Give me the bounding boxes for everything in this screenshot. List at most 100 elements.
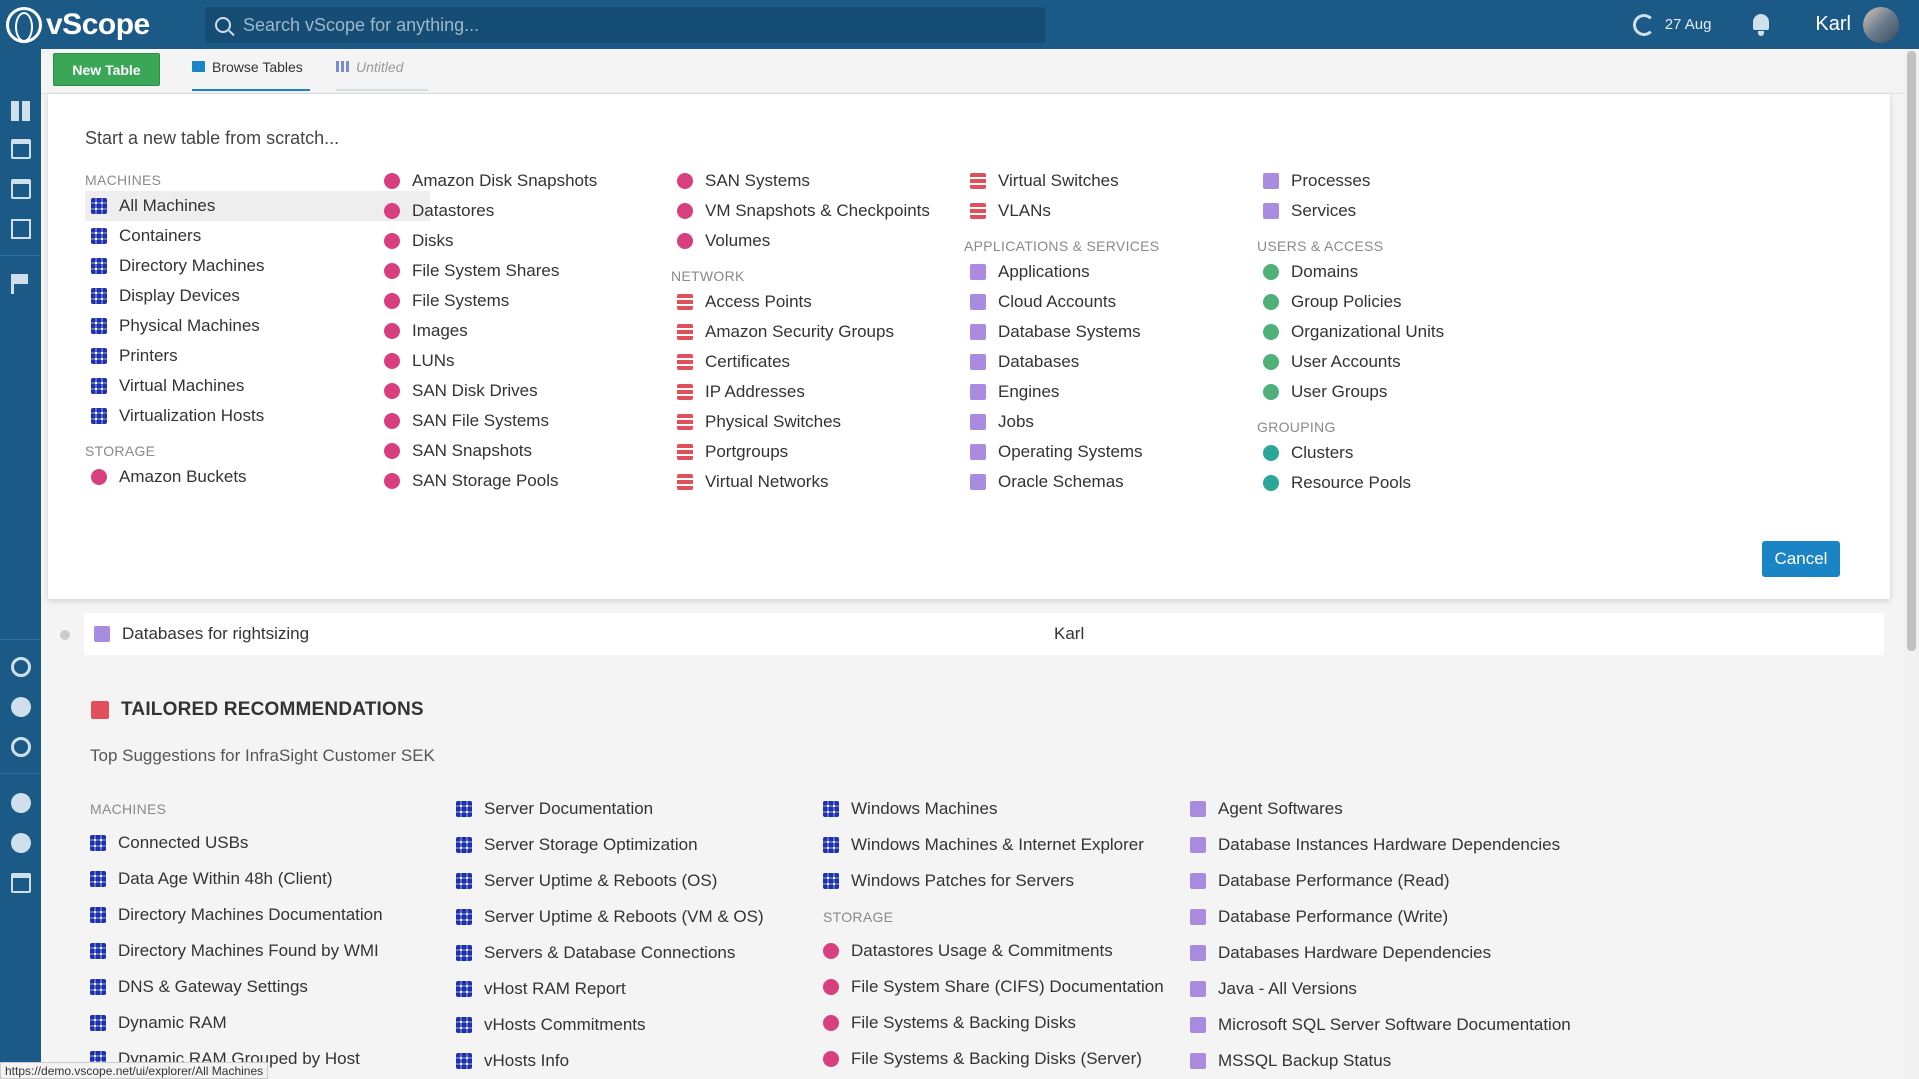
recommendation-item[interactable]: Datastores Usage & Commitments <box>823 933 1263 969</box>
table-type-item[interactable]: Jobs <box>964 407 1309 437</box>
recommendation-item[interactable]: Windows Patches for Servers <box>823 863 1263 899</box>
table-type-item[interactable]: SAN Snapshots <box>378 436 723 466</box>
table-type-item[interactable]: Virtual Networks <box>671 467 1016 497</box>
avatar[interactable] <box>1863 6 1899 43</box>
recommendation-item[interactable]: Server Storage Optimization <box>456 827 896 863</box>
table-type-item[interactable]: Virtual Switches <box>964 166 1309 196</box>
table-type-item[interactable]: User Accounts <box>1257 347 1602 377</box>
table-type-item[interactable]: VM Snapshots & Checkpoints <box>671 196 1016 226</box>
tab-untitled[interactable]: Untitled <box>336 59 428 91</box>
table-type-item[interactable]: User Groups <box>1257 377 1602 407</box>
table-type-item[interactable]: Databases <box>964 347 1309 377</box>
table-type-item[interactable]: Engines <box>964 377 1309 407</box>
cancel-button[interactable]: Cancel <box>1762 541 1840 577</box>
recommendation-item[interactable]: vHost RAM Report <box>456 971 896 1007</box>
recommendation-item[interactable]: vHosts Info <box>456 1043 896 1079</box>
vscope-logo[interactable]: vScope <box>0 0 205 49</box>
new-table-button[interactable]: New Table <box>53 53 160 86</box>
table-type-item[interactable]: Oracle Schemas <box>964 467 1309 497</box>
table-type-item[interactable]: Domains <box>1257 257 1602 287</box>
search-bar[interactable] <box>205 7 1045 43</box>
table-type-item[interactable]: IP Addresses <box>671 377 1016 407</box>
recommendation-item[interactable]: Data Age Within 48h (Client) <box>90 861 530 897</box>
dashboard-icon[interactable] <box>11 101 31 121</box>
table-type-item[interactable]: File Systems <box>378 286 723 316</box>
chart-icon[interactable] <box>11 219 31 239</box>
table-type-item[interactable]: Amazon Disk Snapshots <box>378 166 723 196</box>
table-type-item[interactable]: Database Systems <box>964 317 1309 347</box>
table-type-item[interactable]: Disks <box>378 226 723 256</box>
table-type-item[interactable]: Volumes <box>671 226 1016 256</box>
table-type-item[interactable]: Amazon Security Groups <box>671 317 1016 347</box>
table-type-item[interactable]: Access Points <box>671 287 1016 317</box>
table-type-item[interactable]: Physical Machines <box>85 311 430 341</box>
scrollbar-thumb[interactable] <box>1907 51 1916 651</box>
recommendation-item[interactable]: Database Performance (Read) <box>1190 863 1630 899</box>
table-type-item[interactable]: Services <box>1257 196 1602 226</box>
table-row[interactable]: Databases for rightsizing Karl <box>60 613 1884 655</box>
search-input[interactable] <box>243 14 1023 36</box>
recommendation-item[interactable]: Windows Machines <box>823 791 1263 827</box>
table-type-item[interactable]: Processes <box>1257 166 1602 196</box>
recommendation-item[interactable]: DNS & Gateway Settings <box>90 969 530 1005</box>
recommendation-item[interactable]: Windows Machines & Internet Explorer <box>823 827 1263 863</box>
recommendation-item[interactable]: Connected USBs <box>90 825 530 861</box>
table-type-item[interactable]: SAN Storage Pools <box>378 466 723 496</box>
table-type-item[interactable]: Group Policies <box>1257 287 1602 317</box>
tools-icon[interactable] <box>11 697 31 717</box>
table-type-item[interactable]: Organizational Units <box>1257 317 1602 347</box>
recommendation-item[interactable]: Database Performance (Write) <box>1190 899 1630 935</box>
table-type-item[interactable]: VLANs <box>964 196 1309 226</box>
table-type-item[interactable]: Virtual Machines <box>85 371 430 401</box>
recommendation-item[interactable]: Servers & Database Connections <box>456 935 896 971</box>
table-type-item[interactable]: LUNs <box>378 346 723 376</box>
scrollbar[interactable] <box>1904 49 1919 1079</box>
table-row-name[interactable]: Databases for rightsizing <box>122 624 310 643</box>
recommendation-item[interactable]: MSSQL Backup Status <box>1190 1043 1630 1079</box>
recommendation-item[interactable]: Database Instances Hardware Dependencies <box>1190 827 1630 863</box>
settings-icon[interactable] <box>11 737 31 757</box>
recommendation-item[interactable]: Java - All Versions <box>1190 971 1630 1007</box>
bell-icon[interactable] <box>1751 13 1771 36</box>
user-name[interactable]: Karl <box>1815 13 1851 35</box>
table-type-item[interactable]: Virtualization Hosts <box>85 401 430 431</box>
table-type-item[interactable]: SAN Systems <box>671 166 1016 196</box>
recommendation-item[interactable]: Dynamic RAM <box>90 1005 530 1041</box>
recommendation-item[interactable]: Server Documentation <box>456 791 896 827</box>
table-type-item[interactable]: SAN Disk Drives <box>378 376 723 406</box>
table-type-item[interactable]: Amazon Buckets <box>85 462 430 492</box>
table-type-item[interactable]: Certificates <box>671 347 1016 377</box>
recommendation-item[interactable]: Microsoft SQL Server Software Documentat… <box>1190 1007 1630 1043</box>
table-type-item[interactable]: Display Devices <box>85 281 430 311</box>
table-type-item[interactable]: Clusters <box>1257 438 1602 468</box>
table-type-item[interactable]: Operating Systems <box>964 437 1309 467</box>
recommendation-item[interactable]: Server Uptime & Reboots (OS) <box>456 863 896 899</box>
table-type-item[interactable]: Physical Switches <box>671 407 1016 437</box>
flag-icon[interactable] <box>11 274 31 294</box>
table-type-item[interactable]: File System Shares <box>378 256 723 286</box>
video-icon[interactable] <box>11 873 31 893</box>
recommendation-item[interactable]: File Systems & Backing Disks (Server) <box>823 1041 1263 1077</box>
table-type-item[interactable]: Portgroups <box>671 437 1016 467</box>
reports-icon[interactable] <box>11 179 31 199</box>
recommendation-item[interactable]: Server Uptime & Reboots (VM & OS) <box>456 899 896 935</box>
recommendation-item[interactable]: File Systems & Backing Disks <box>823 1005 1263 1041</box>
info-icon[interactable] <box>11 793 31 813</box>
tab-browse-tables[interactable]: Browse Tables <box>192 59 310 91</box>
help-icon[interactable] <box>11 833 31 853</box>
recommendation-item[interactable]: Databases Hardware Dependencies <box>1190 935 1630 971</box>
recommendation-item[interactable]: vHosts Commitments <box>456 1007 896 1043</box>
scan-date[interactable]: 27 Aug <box>1664 16 1712 33</box>
table-type-item[interactable]: Printers <box>85 341 430 371</box>
recommendation-item[interactable]: Directory Machines Found by WMI <box>90 933 530 969</box>
table-type-item[interactable]: Images <box>378 316 723 346</box>
table-type-item[interactable]: SAN File Systems <box>378 406 723 436</box>
discovery-icon[interactable] <box>11 657 31 677</box>
recommendation-item[interactable]: File System Share (CIFS) Documentation <box>823 969 1263 1005</box>
recommendation-item[interactable]: Agent Softwares <box>1190 791 1630 827</box>
recommendation-item[interactable]: Directory Machines Documentation <box>90 897 530 933</box>
table-type-item[interactable]: Resource Pools <box>1257 468 1602 498</box>
scan-icon[interactable] <box>1632 13 1655 36</box>
table-type-item[interactable]: All Machines <box>85 191 430 221</box>
table-type-item[interactable]: Cloud Accounts <box>964 287 1309 317</box>
